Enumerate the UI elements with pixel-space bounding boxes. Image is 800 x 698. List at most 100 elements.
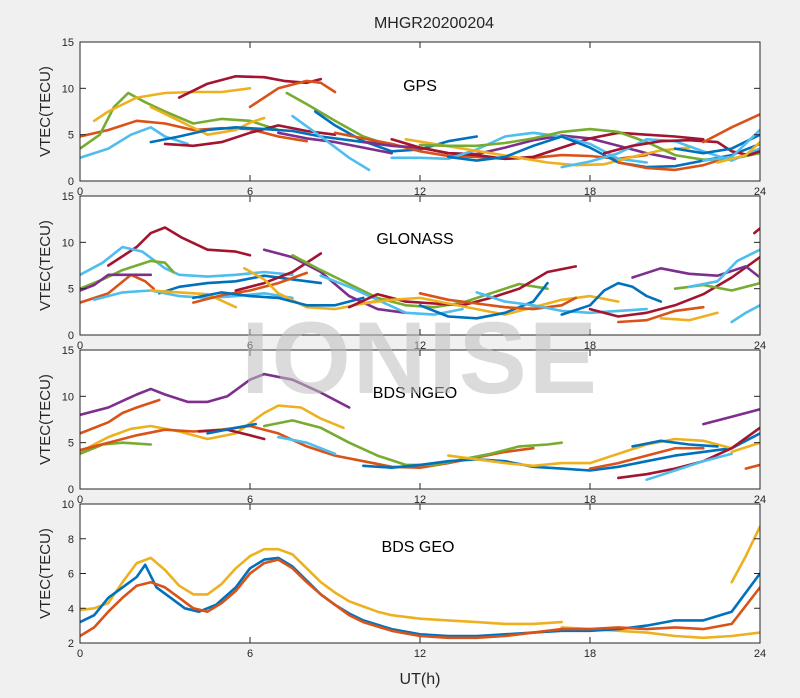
x-tick-label: 24 bbox=[754, 648, 766, 660]
y-tick-label: 15 bbox=[62, 37, 74, 49]
series-line bbox=[730, 525, 760, 584]
series-line bbox=[206, 422, 257, 435]
series-line bbox=[560, 281, 663, 316]
series-line bbox=[192, 291, 365, 307]
y-tick-label: 0 bbox=[68, 176, 74, 188]
x-tick-label: 6 bbox=[247, 186, 253, 198]
panel-label: BDS GEO bbox=[382, 539, 455, 556]
y-axis-label: VTEC(TECU) bbox=[37, 374, 54, 465]
y-tick-label: 10 bbox=[62, 237, 74, 249]
series-line bbox=[80, 404, 345, 454]
series-line bbox=[313, 110, 478, 153]
x-tick-label: 0 bbox=[77, 186, 83, 198]
series-line bbox=[177, 75, 323, 99]
series-line bbox=[80, 441, 153, 456]
series-line bbox=[149, 105, 266, 136]
x-tick-label: 0 bbox=[77, 648, 83, 660]
series-line bbox=[192, 271, 308, 304]
y-tick-label: 5 bbox=[68, 438, 74, 450]
series-line bbox=[248, 79, 337, 109]
x-tick-label: 24 bbox=[754, 186, 766, 198]
series-line bbox=[291, 114, 371, 172]
plot-area bbox=[80, 504, 760, 643]
series-line bbox=[158, 274, 323, 295]
series-line bbox=[80, 547, 563, 626]
series-line bbox=[80, 119, 308, 143]
series-line bbox=[631, 265, 760, 279]
series-line bbox=[418, 281, 549, 320]
chart-panel-glonass: 0 6 12 18 24 0 5 10 15 VTEC(TECU) GLONASS bbox=[37, 191, 766, 352]
y-tick-label: 2 bbox=[68, 638, 74, 650]
series-line bbox=[418, 292, 578, 311]
series-line bbox=[475, 291, 648, 315]
series-line bbox=[149, 126, 393, 146]
y-tick-label: 10 bbox=[62, 499, 74, 511]
series-line bbox=[631, 439, 719, 448]
series-group bbox=[80, 525, 760, 640]
y-tick-label: 10 bbox=[62, 83, 74, 95]
figure-title: MHGR20200204 bbox=[374, 15, 494, 32]
series-line bbox=[80, 558, 760, 640]
series-line bbox=[390, 131, 648, 164]
series-group bbox=[80, 75, 760, 172]
series-line bbox=[753, 227, 760, 235]
x-tick-label: 12 bbox=[414, 494, 426, 506]
y-axis-label: VTEC(TECU) bbox=[37, 528, 54, 619]
series-line bbox=[80, 372, 351, 417]
y-tick-label: 4 bbox=[68, 603, 74, 615]
y-tick-label: 6 bbox=[68, 569, 74, 581]
x-tick-label: 6 bbox=[247, 340, 253, 352]
x-tick-label: 6 bbox=[247, 494, 253, 506]
series-line bbox=[702, 113, 760, 144]
series-line bbox=[107, 226, 252, 267]
series-line bbox=[730, 441, 760, 454]
panel-label: BDS NGEO bbox=[373, 385, 457, 402]
y-tick-label: 10 bbox=[62, 391, 74, 403]
y-tick-label: 8 bbox=[68, 534, 74, 546]
series-line bbox=[92, 87, 252, 123]
series-line bbox=[687, 248, 760, 289]
series-line bbox=[80, 91, 280, 150]
x-tick-label: 18 bbox=[584, 494, 596, 506]
series-line bbox=[390, 131, 705, 161]
x-tick-label: 6 bbox=[247, 648, 253, 660]
series-line bbox=[645, 452, 733, 481]
series-line bbox=[197, 428, 266, 441]
plot-area bbox=[80, 42, 760, 181]
series-line bbox=[80, 398, 161, 435]
series-line bbox=[277, 435, 337, 456]
series-line bbox=[730, 304, 760, 324]
series-line bbox=[702, 128, 760, 162]
x-axis-label: UT(h) bbox=[400, 671, 441, 688]
x-tick-label: 0 bbox=[77, 340, 83, 352]
series-line bbox=[362, 432, 760, 472]
x-tick-label: 18 bbox=[584, 186, 596, 198]
series-line bbox=[163, 124, 337, 148]
series-line bbox=[149, 289, 238, 309]
x-tick-label: 24 bbox=[754, 340, 766, 352]
series-line bbox=[588, 255, 760, 318]
y-tick-label: 5 bbox=[68, 130, 74, 142]
panel-label: GPS bbox=[403, 78, 437, 95]
chart-panel-gps: 0 6 12 18 24 0 5 10 15 VTEC(TECU) GPS bbox=[37, 37, 766, 198]
x-tick-label: 24 bbox=[754, 494, 766, 506]
series-line bbox=[617, 305, 705, 324]
x-tick-label: 12 bbox=[414, 648, 426, 660]
series-line bbox=[447, 437, 733, 468]
series-line bbox=[262, 248, 408, 315]
y-axis-label: VTEC(TECU) bbox=[37, 220, 54, 311]
series-line bbox=[659, 311, 719, 322]
series-line bbox=[588, 446, 705, 470]
x-tick-label: 18 bbox=[584, 340, 596, 352]
series-line bbox=[673, 133, 760, 155]
series-line bbox=[617, 159, 719, 172]
x-tick-label: 12 bbox=[414, 340, 426, 352]
y-tick-label: 5 bbox=[68, 284, 74, 296]
series-line bbox=[702, 408, 760, 426]
x-tick-label: 18 bbox=[584, 648, 596, 660]
series-group bbox=[80, 226, 760, 324]
chart-panel-bds-ngeo: 0 6 12 18 24 0 5 10 15 VTEC(TECU) BDS NGEO bbox=[37, 345, 766, 506]
